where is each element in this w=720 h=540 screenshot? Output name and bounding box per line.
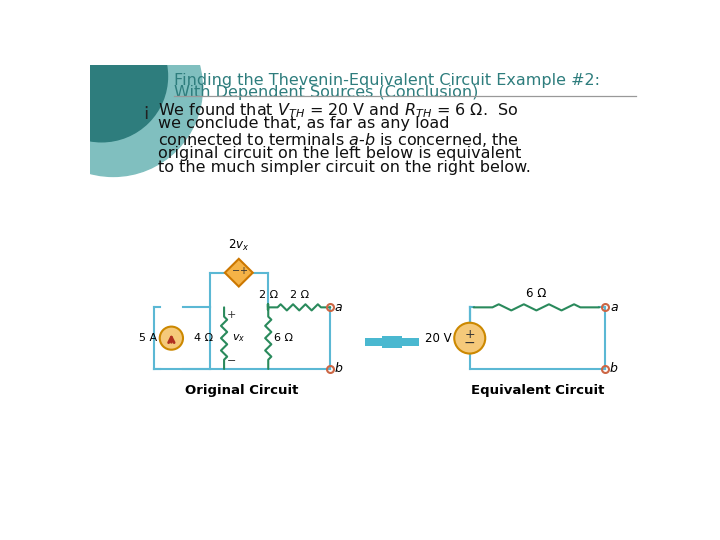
Polygon shape: [365, 336, 419, 348]
Text: a: a: [610, 301, 618, 314]
Circle shape: [454, 323, 485, 354]
Text: Original Circuit: Original Circuit: [185, 384, 299, 397]
Text: connected to terminals $a$-$b$ is concerned, the: connected to terminals $a$-$b$ is concer…: [158, 131, 519, 149]
Circle shape: [36, 11, 168, 142]
Text: Finding the Thevenin-Equivalent Circuit Example #2:: Finding the Thevenin-Equivalent Circuit …: [174, 73, 600, 88]
Text: 20 V: 20 V: [425, 332, 451, 345]
Text: b: b: [335, 362, 343, 375]
Text: $v_x$: $v_x$: [232, 332, 245, 344]
Circle shape: [24, 0, 202, 177]
Text: 5 A: 5 A: [138, 333, 157, 343]
Text: Equivalent Circuit: Equivalent Circuit: [471, 384, 604, 397]
Text: −: −: [228, 356, 237, 366]
Text: We found that $V_{TH}$ = 20 V and $R_{TH}$ = 6 Ω.  So: We found that $V_{TH}$ = 20 V and $R_{TH…: [158, 102, 518, 120]
Text: to the much simpler circuit on the right below.: to the much simpler circuit on the right…: [158, 160, 531, 176]
Text: +: +: [228, 310, 237, 320]
Text: −: −: [232, 266, 240, 276]
Polygon shape: [225, 259, 253, 287]
Text: we conclude that, as far as any load: we conclude that, as far as any load: [158, 117, 450, 131]
Text: 6 Ω: 6 Ω: [526, 287, 546, 300]
Text: a: a: [335, 301, 343, 314]
Text: 4 Ω: 4 Ω: [194, 333, 213, 343]
Circle shape: [160, 327, 183, 350]
Text: +: +: [464, 328, 475, 341]
Text: With Dependent Sources (Conclusion): With Dependent Sources (Conclusion): [174, 85, 478, 100]
Text: 2 Ω: 2 Ω: [289, 291, 309, 300]
Text: −: −: [464, 336, 476, 350]
Text: +: +: [238, 266, 247, 276]
Text: $2v_x$: $2v_x$: [228, 238, 250, 253]
Text: original circuit on the left below is equivalent: original circuit on the left below is eq…: [158, 146, 521, 161]
Text: 2 Ω: 2 Ω: [258, 291, 278, 300]
Text: ¡: ¡: [143, 102, 150, 120]
Text: 6 Ω: 6 Ω: [274, 333, 294, 343]
Text: b: b: [610, 362, 618, 375]
